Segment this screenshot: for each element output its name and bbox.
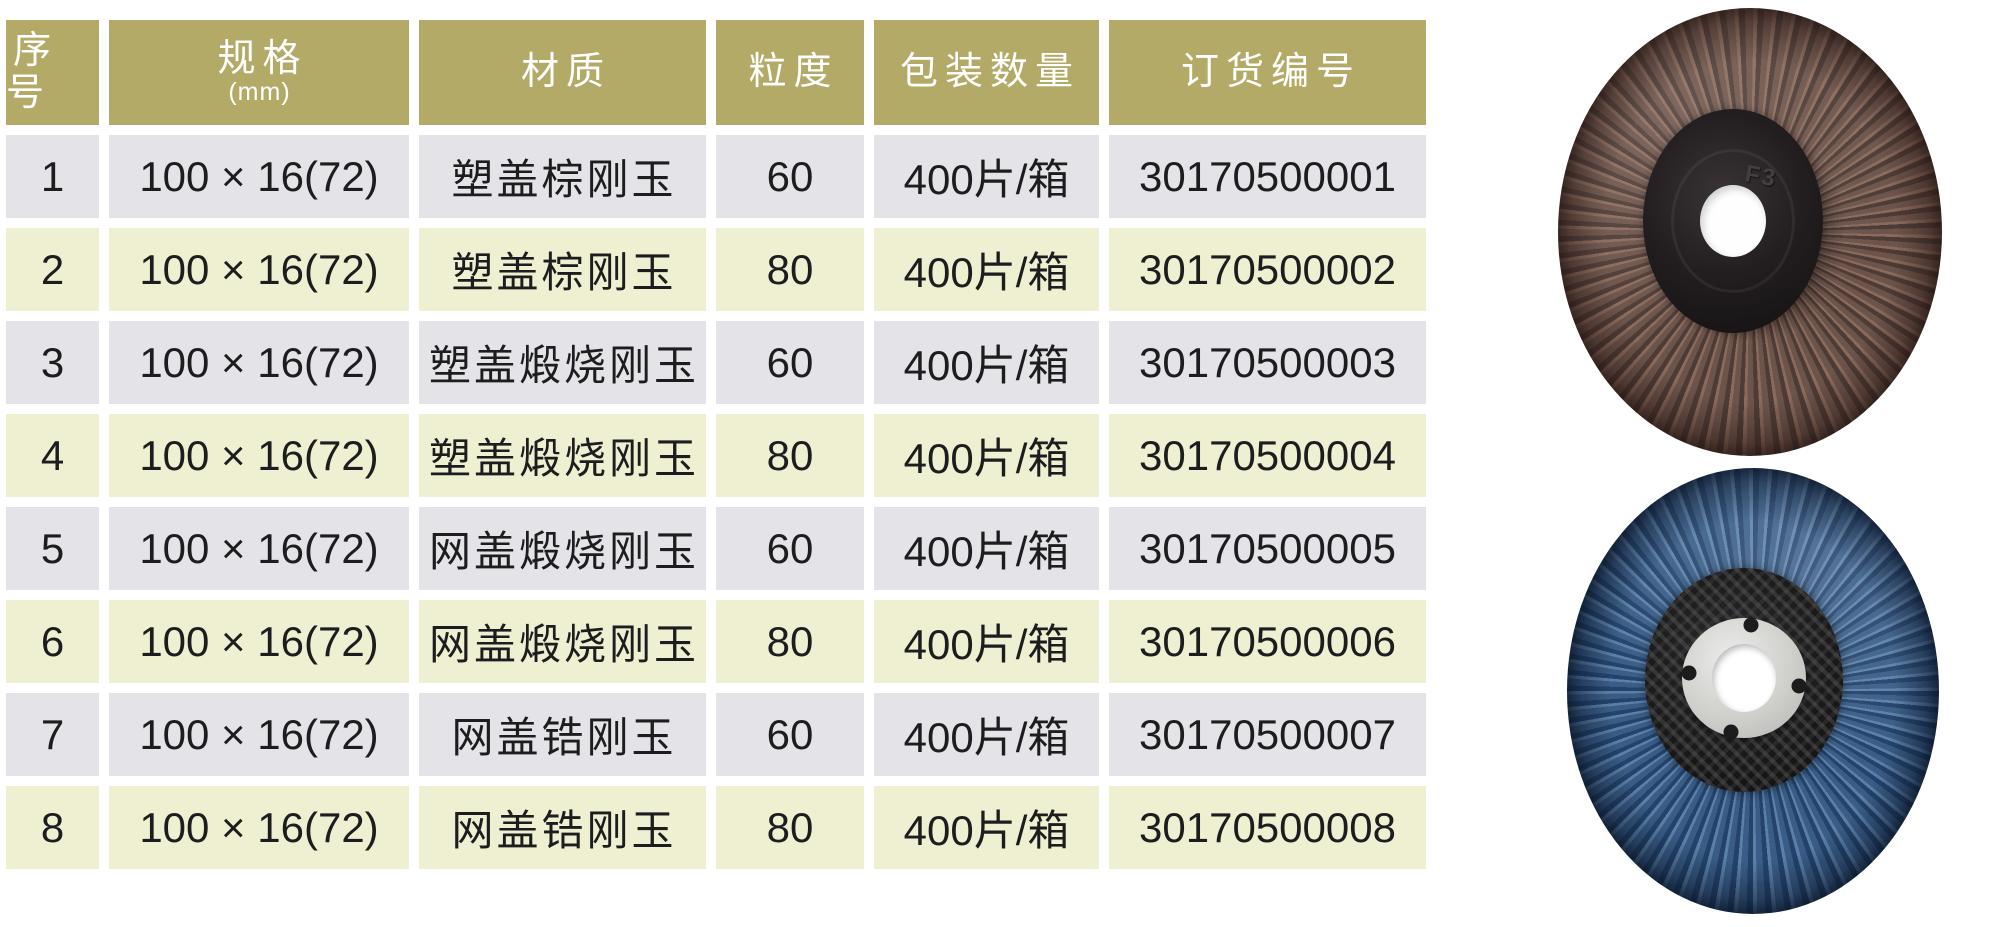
flange-hole <box>1743 617 1759 633</box>
cell-material: 塑盖煅烧刚玉 <box>419 414 706 497</box>
cell-order: 30170500008 <box>1109 786 1426 869</box>
cell-spec: 100 × 16(72) <box>109 414 409 497</box>
col-header-grit: 粒度 <box>716 20 864 125</box>
hub-marking-text: F3 <box>1743 159 1780 193</box>
col-header-spec-unit: (mm) <box>228 77 291 106</box>
cell-index: 6 <box>6 600 99 683</box>
cell-spec: 100 × 16(72) <box>109 693 409 776</box>
cell-index: 2 <box>6 228 99 311</box>
cell-packing: 400片/箱 <box>874 321 1099 404</box>
col-header-material: 材质 <box>419 20 706 125</box>
cell-index: 5 <box>6 507 99 590</box>
cell-spec: 100 × 16(72) <box>109 507 409 590</box>
col-header-order: 订货编号 <box>1109 20 1426 125</box>
cell-material: 网盖煅烧刚玉 <box>419 600 706 683</box>
flange-hole <box>1791 678 1807 694</box>
cell-index: 7 <box>6 693 99 776</box>
cell-spec: 100 × 16(72) <box>109 135 409 218</box>
cell-grit: 80 <box>716 786 864 869</box>
product-photo-blue-flap-disc <box>1567 468 1939 914</box>
brown-flap-disc-image: F3 <box>1558 8 1942 456</box>
cell-grit: 60 <box>716 507 864 590</box>
cell-index: 1 <box>6 135 99 218</box>
cell-grit: 60 <box>716 135 864 218</box>
cell-spec: 100 × 16(72) <box>109 600 409 683</box>
col-header-spec-label: 规格 <box>217 37 308 80</box>
cell-spec: 100 × 16(72) <box>109 321 409 404</box>
flange-hole <box>1681 665 1697 681</box>
cell-material: 网盖锆刚玉 <box>419 693 706 776</box>
cell-order: 30170500004 <box>1109 414 1426 497</box>
cell-packing: 400片/箱 <box>874 693 1099 776</box>
cell-grit: 80 <box>716 228 864 311</box>
product-photo-brown-flap-disc: F3 <box>1558 8 1942 456</box>
cell-material: 塑盖棕刚玉 <box>419 135 706 218</box>
cell-order: 30170500005 <box>1109 507 1426 590</box>
cell-order: 30170500003 <box>1109 321 1426 404</box>
cell-grit: 80 <box>716 600 864 683</box>
cell-spec: 100 × 16(72) <box>109 786 409 869</box>
cell-material: 网盖煅烧刚玉 <box>419 507 706 590</box>
cell-spec: 100 × 16(72) <box>109 228 409 311</box>
plastic-hub: F3 <box>1642 108 1823 333</box>
col-header-spec: 规格 (mm) <box>109 20 409 125</box>
arbor-hole <box>1699 184 1766 257</box>
arbor-hole <box>1711 643 1776 712</box>
fiberglass-mesh-backing <box>1644 567 1843 792</box>
cell-grit: 80 <box>716 414 864 497</box>
col-header-index: 序号 <box>6 20 99 125</box>
cell-order: 30170500006 <box>1109 600 1426 683</box>
cell-packing: 400片/箱 <box>874 228 1099 311</box>
cell-order: 30170500007 <box>1109 693 1426 776</box>
cell-packing: 400片/箱 <box>874 135 1099 218</box>
cell-packing: 400片/箱 <box>874 600 1099 683</box>
cell-index: 3 <box>6 321 99 404</box>
cell-material: 塑盖棕刚玉 <box>419 228 706 311</box>
cell-packing: 400片/箱 <box>874 786 1099 869</box>
blue-flap-disc-image <box>1567 468 1939 914</box>
cell-grit: 60 <box>716 693 864 776</box>
metal-flange <box>1681 617 1807 740</box>
cell-index: 4 <box>6 414 99 497</box>
cell-order: 30170500001 <box>1109 135 1426 218</box>
cell-order: 30170500002 <box>1109 228 1426 311</box>
cell-index: 8 <box>6 786 99 869</box>
cell-packing: 400片/箱 <box>874 414 1099 497</box>
cell-packing: 400片/箱 <box>874 507 1099 590</box>
cell-material: 塑盖煅烧刚玉 <box>419 321 706 404</box>
product-spec-table: 序号 规格 (mm) 材质 粒度 包装数量 订货编号 1 100 × 16(72… <box>6 20 1426 869</box>
flange-hole <box>1723 724 1739 740</box>
cell-material: 网盖锆刚玉 <box>419 786 706 869</box>
col-header-packing: 包装数量 <box>874 20 1099 125</box>
cell-grit: 60 <box>716 321 864 404</box>
